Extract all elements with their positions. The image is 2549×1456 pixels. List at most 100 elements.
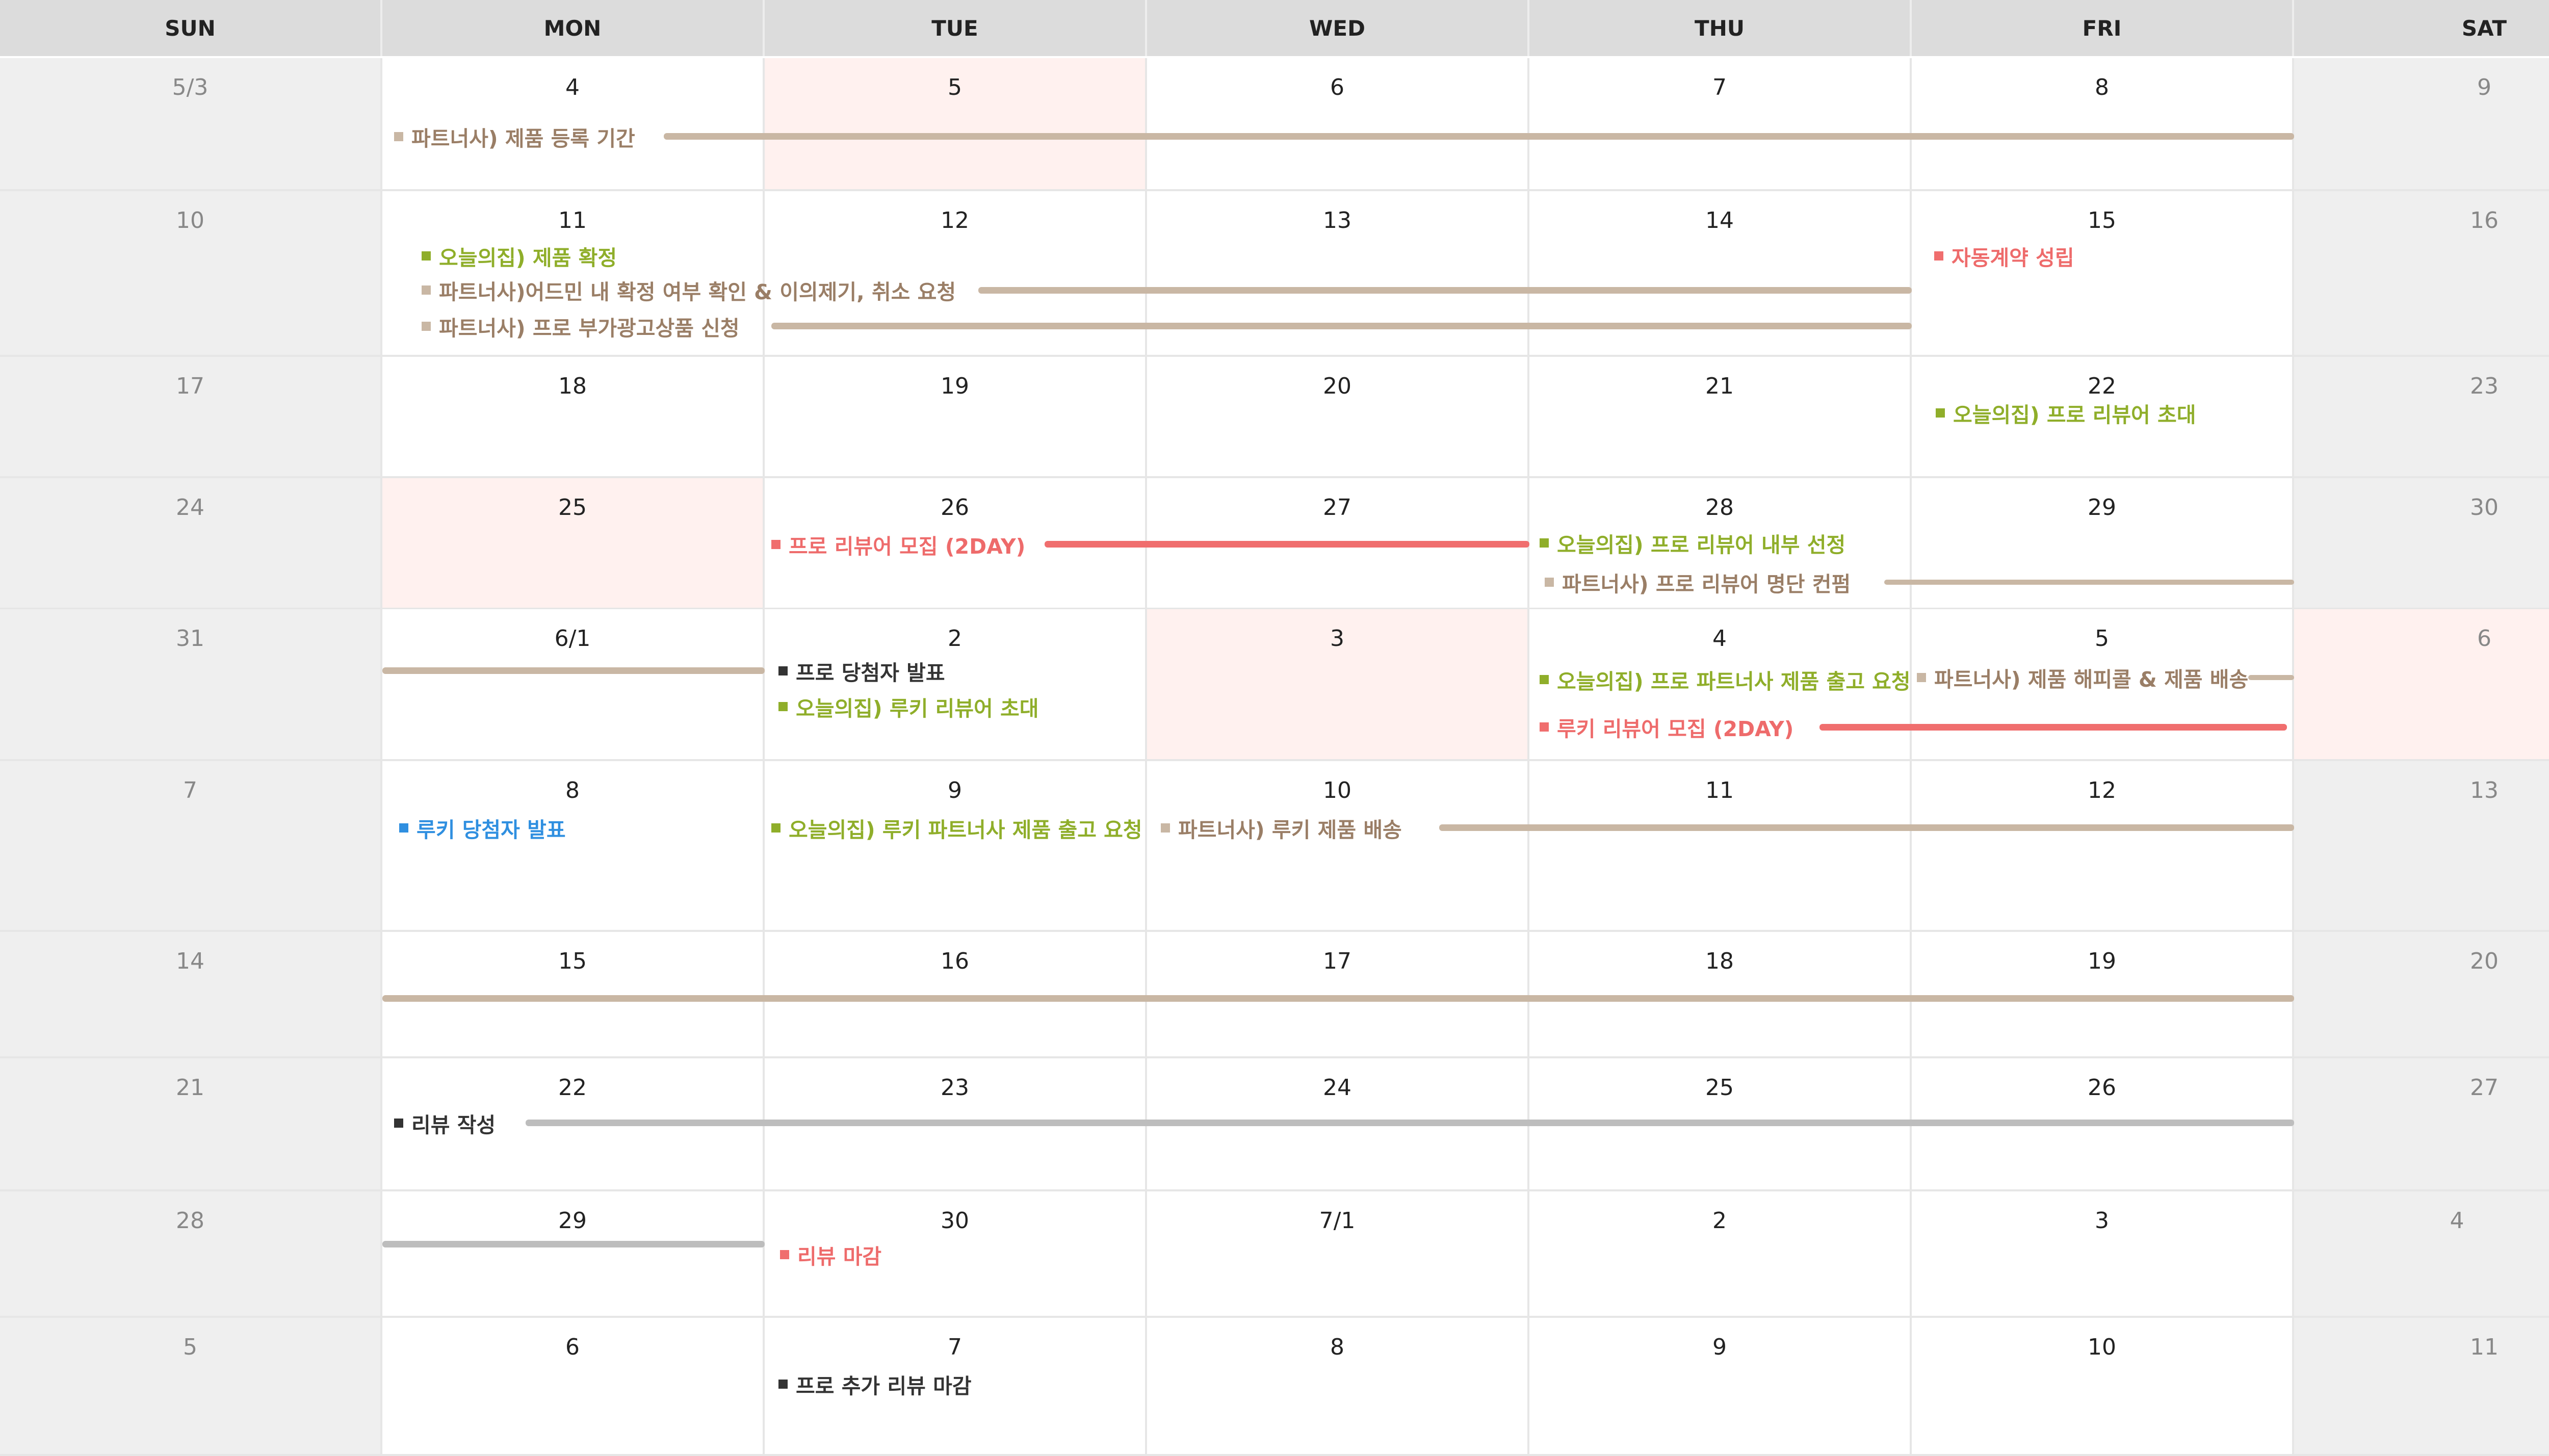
- day-cell[interactable]: 15: [1912, 191, 2294, 357]
- event-text: 오늘의집) 루키 리뷰어 초대: [796, 696, 1039, 721]
- event-bar[interactable]: [978, 287, 1912, 294]
- day-cell[interactable]: 7/1: [1147, 1191, 1529, 1318]
- day-cell[interactable]: 8: [1912, 58, 2294, 191]
- day-cell[interactable]: 5: [765, 58, 1147, 191]
- event-text: 프로 리뷰어 모집 (2DAY): [789, 534, 1026, 559]
- day-cell[interactable]: 8: [1147, 1318, 1529, 1456]
- day-cell[interactable]: 5: [1912, 609, 2294, 761]
- day-cell[interactable]: 10: [1912, 1318, 2294, 1456]
- day-cell[interactable]: 11: [1529, 761, 1912, 932]
- day-cell[interactable]: 13: [1147, 191, 1529, 357]
- day-cell[interactable]: 19: [765, 357, 1147, 478]
- day-cell[interactable]: 4: [2294, 1191, 2549, 1318]
- day-cell[interactable]: 3: [1147, 609, 1529, 761]
- event-label[interactable]: 루키 리뷰어 모집 (2DAY): [1540, 712, 1793, 742]
- event-label[interactable]: 파트너사) 프로 리뷰어 명단 컨펌: [1545, 567, 1851, 597]
- day-cell[interactable]: 11: [2294, 1318, 2549, 1456]
- event-label[interactable]: 자동계약 성립: [1934, 241, 2074, 271]
- day-cell[interactable]: 6: [382, 1318, 765, 1456]
- day-cell[interactable]: 9: [765, 761, 1147, 932]
- day-cell[interactable]: 5: [0, 1318, 382, 1456]
- event-label[interactable]: 오늘의집) 프로 파트너사 제품 출고 요청: [1540, 664, 1911, 695]
- day-cell[interactable]: 11: [382, 191, 765, 357]
- event-bar[interactable]: [664, 133, 2294, 140]
- day-number: 9: [1712, 1334, 1727, 1360]
- day-cell[interactable]: 7: [1529, 58, 1912, 191]
- event-label[interactable]: 파트너사) 제품 해피콜 & 제품 배송: [1917, 662, 2248, 693]
- day-cell[interactable]: 25: [382, 478, 765, 610]
- day-cell[interactable]: 12: [765, 191, 1147, 357]
- event-label[interactable]: 오늘의집) 루키 리뷰어 초대: [778, 691, 1038, 722]
- day-cell[interactable]: 27: [2294, 1058, 2549, 1191]
- day-cell[interactable]: 14: [0, 932, 382, 1058]
- day-number: 9: [2477, 74, 2491, 100]
- event-bar[interactable]: [2248, 675, 2294, 680]
- event-label[interactable]: 프로 리뷰어 모집 (2DAY): [771, 529, 1025, 560]
- day-number: 28: [176, 1208, 204, 1234]
- day-number: 21: [1705, 373, 1734, 399]
- day-cell[interactable]: 12: [1912, 761, 2294, 932]
- day-cell[interactable]: 8: [382, 761, 765, 932]
- event-bar[interactable]: [526, 1120, 2294, 1126]
- day-cell[interactable]: 4: [1529, 609, 1912, 761]
- day-cell[interactable]: 2: [1529, 1191, 1912, 1318]
- day-cell[interactable]: 23: [2294, 357, 2549, 478]
- event-label[interactable]: 프로 추가 리뷰 마감: [778, 1369, 972, 1399]
- day-cell[interactable]: 20: [2294, 932, 2549, 1058]
- day-cell[interactable]: 7: [0, 761, 382, 932]
- event-bar[interactable]: [382, 1241, 765, 1247]
- day-cell[interactable]: 30: [765, 1191, 1147, 1318]
- day-cell[interactable]: 28: [0, 1191, 382, 1318]
- day-cell[interactable]: 29: [382, 1191, 765, 1318]
- day-cell[interactable]: 16: [2294, 191, 2549, 357]
- event-label[interactable]: 리뷰 작성: [394, 1108, 496, 1138]
- event-label[interactable]: 파트너사) 제품 등록 기간: [394, 121, 635, 152]
- day-cell[interactable]: 9: [2294, 58, 2549, 191]
- day-cell[interactable]: 30: [2294, 478, 2549, 610]
- event-label[interactable]: 루키 당첨자 발표: [399, 813, 566, 843]
- day-cell[interactable]: 17: [0, 357, 382, 478]
- day-cell[interactable]: 6: [2294, 609, 2549, 761]
- event-bar[interactable]: [1439, 824, 2294, 831]
- day-cell[interactable]: 9: [1529, 1318, 1912, 1456]
- event-bar[interactable]: [1045, 541, 1529, 548]
- day-cell[interactable]: 18: [382, 357, 765, 478]
- day-cell[interactable]: 20: [1147, 357, 1529, 478]
- event-label[interactable]: 파트너사)어드민 내 확정 여부 확인 & 이의제기, 취소 요청: [422, 275, 956, 305]
- day-cell[interactable]: 21: [0, 1058, 382, 1191]
- day-cell[interactable]: 13: [2294, 761, 2549, 932]
- day-cell[interactable]: 3: [1912, 1191, 2294, 1318]
- event-label[interactable]: 프로 당첨자 발표: [778, 656, 945, 686]
- event-bar[interactable]: [382, 667, 765, 674]
- event-label[interactable]: 오늘의집) 프로 리뷰어 초대: [1936, 398, 2196, 428]
- event-label[interactable]: 리뷰 마감: [780, 1239, 881, 1270]
- event-label[interactable]: 파트너사) 루키 제품 배송: [1161, 813, 1402, 843]
- event-bar[interactable]: [1884, 580, 2294, 585]
- day-number: 11: [1705, 777, 1734, 803]
- day-cell[interactable]: 31: [0, 609, 382, 761]
- day-number: 6: [1330, 74, 1344, 100]
- day-cell[interactable]: 22: [1912, 357, 2294, 478]
- day-cell[interactable]: 29: [1912, 478, 2294, 610]
- day-cell[interactable]: 6/1: [382, 609, 765, 761]
- day-cell[interactable]: 14: [1529, 191, 1912, 357]
- day-cell[interactable]: 4: [382, 58, 765, 191]
- day-cell[interactable]: 7: [765, 1318, 1147, 1456]
- day-cell[interactable]: 10: [0, 191, 382, 357]
- day-cell[interactable]: 28: [1529, 478, 1912, 610]
- event-bar[interactable]: [382, 995, 2294, 1002]
- day-cell[interactable]: 21: [1529, 357, 1912, 478]
- day-number: 8: [1330, 1334, 1344, 1360]
- weekday-header-fri: FRI: [1912, 0, 2294, 56]
- day-cell[interactable]: 6: [1147, 58, 1529, 191]
- day-cell[interactable]: 5/3: [0, 58, 382, 191]
- event-bar[interactable]: [1819, 724, 2287, 731]
- event-label[interactable]: 오늘의집) 루키 파트너사 제품 출고 요청: [771, 813, 1142, 843]
- event-label[interactable]: 파트너사) 프로 부가광고상품 신청: [422, 311, 740, 342]
- day-cell[interactable]: 24: [0, 478, 382, 610]
- event-label[interactable]: 오늘의집) 프로 리뷰어 내부 선정: [1540, 528, 1845, 558]
- event-bar[interactable]: [771, 323, 1912, 329]
- day-cell[interactable]: 2: [765, 609, 1147, 761]
- event-label[interactable]: 오늘의집) 제품 확정: [422, 241, 617, 271]
- day-cell[interactable]: 10: [1147, 761, 1529, 932]
